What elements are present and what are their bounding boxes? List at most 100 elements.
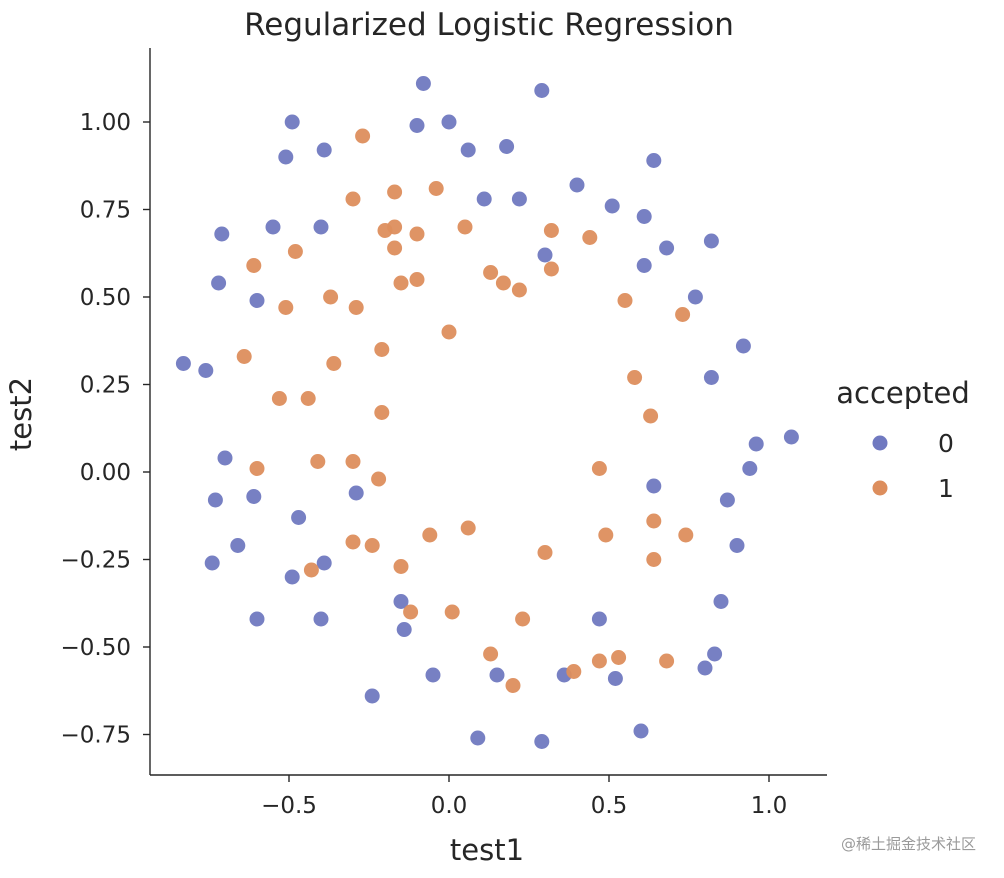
x-tick-label: 0.5	[591, 793, 628, 819]
data-point-series-0	[316, 142, 332, 158]
data-point-series-1	[646, 513, 662, 529]
data-point-series-1	[678, 527, 694, 543]
data-point-series-1	[441, 324, 457, 340]
y-tick-label: −0.75	[61, 723, 131, 749]
data-point-series-1	[326, 356, 342, 371]
data-point-series-0	[633, 723, 649, 739]
y-tick-label: 0.00	[80, 460, 131, 486]
data-point-series-0	[659, 240, 675, 256]
legend-entries: 01	[872, 429, 954, 503]
y-tick-label: −0.50	[61, 635, 131, 661]
data-point-series-1	[409, 226, 425, 242]
data-point-series-0	[569, 177, 585, 193]
data-point-series-1	[374, 405, 390, 420]
data-point-series-0	[534, 734, 550, 749]
data-point-series-0	[703, 233, 719, 249]
y-tick-label: 0.25	[80, 373, 131, 399]
data-point-series-0	[291, 510, 307, 525]
data-point-series-1	[403, 604, 419, 620]
data-point-series-0	[249, 611, 265, 627]
data-point-series-1	[287, 244, 303, 259]
data-point-series-0	[703, 370, 719, 385]
data-point-series-0	[348, 485, 364, 501]
legend-title: accepted	[836, 376, 970, 410]
data-point-series-0	[729, 538, 745, 553]
data-point-series-0	[396, 622, 412, 637]
data-point-series-1	[611, 650, 627, 665]
data-point-series-1	[409, 272, 425, 287]
y-tick-label: −0.25	[61, 548, 131, 574]
data-point-series-1	[543, 261, 559, 277]
data-point-series-0	[646, 478, 662, 494]
data-point-series-1	[627, 370, 643, 385]
data-point-series-0	[607, 671, 623, 686]
data-point-series-1	[249, 461, 265, 476]
data-point-series-1	[377, 223, 393, 238]
data-point-series-1	[371, 471, 387, 487]
data-point-series-1	[617, 293, 633, 308]
data-point-series-0	[604, 198, 620, 214]
data-point-series-0	[719, 492, 735, 508]
data-point-series-0	[646, 153, 662, 168]
x-axis-label: test1	[450, 833, 524, 867]
data-point-series-0	[783, 429, 799, 445]
legend-marker-0	[872, 435, 888, 451]
data-point-series-1	[591, 653, 607, 669]
data-point-series-0	[476, 191, 492, 207]
legend-label-0: 0	[938, 429, 954, 458]
data-point-series-1	[387, 240, 403, 256]
data-point-series-0	[697, 660, 713, 676]
data-point-series-1	[303, 562, 319, 578]
data-point-series-1	[348, 300, 364, 315]
data-point-series-1	[345, 454, 361, 469]
data-point-series-0	[214, 226, 230, 242]
data-point-series-0	[198, 363, 214, 378]
data-point-series-0	[707, 646, 723, 662]
data-point-series-1	[598, 527, 614, 543]
data-point-series-0	[425, 667, 441, 683]
y-tick-label: 0.75	[80, 198, 131, 224]
data-point-series-0	[735, 338, 751, 354]
data-point-series-0	[284, 114, 300, 130]
data-point-series-1	[345, 191, 361, 207]
data-point-series-1	[646, 552, 662, 567]
data-point-series-1	[364, 538, 380, 553]
data-point-series-0	[204, 555, 220, 571]
data-point-series-1	[566, 664, 582, 679]
data-point-series-1	[246, 258, 262, 273]
data-point-series-1	[643, 408, 659, 424]
data-point-series-0	[687, 289, 703, 305]
data-point-series-1	[659, 653, 675, 669]
plot-points	[175, 76, 799, 749]
data-point-series-1	[422, 527, 438, 543]
data-point-series-1	[457, 219, 473, 235]
data-point-series-0	[470, 730, 486, 746]
data-point-series-0	[284, 569, 300, 585]
x-tick-label: 0.0	[431, 793, 468, 819]
data-point-series-0	[393, 594, 409, 609]
x-tick-label: −0.5	[261, 793, 317, 819]
data-point-series-1	[505, 678, 521, 693]
data-point-series-1	[300, 391, 316, 406]
data-point-series-0	[246, 489, 262, 504]
data-point-series-0	[230, 538, 246, 553]
data-point-series-1	[591, 461, 607, 476]
data-point-series-1	[355, 128, 371, 144]
data-point-series-0	[313, 219, 329, 235]
data-point-series-0	[537, 247, 553, 263]
legend-marker-1	[872, 480, 888, 496]
data-point-series-1	[543, 223, 559, 238]
data-point-series-1	[511, 282, 527, 298]
data-point-series-1	[483, 265, 499, 280]
data-point-series-0	[489, 667, 505, 683]
data-point-series-0	[364, 688, 380, 704]
data-point-series-1	[345, 534, 361, 550]
data-point-series-1	[460, 520, 476, 536]
data-point-series-0	[748, 436, 764, 452]
data-point-series-0	[636, 209, 652, 224]
data-point-series-0	[175, 356, 191, 371]
x-tick-label: 1.0	[751, 793, 788, 819]
data-point-series-0	[207, 492, 223, 508]
data-point-series-0	[316, 555, 332, 571]
